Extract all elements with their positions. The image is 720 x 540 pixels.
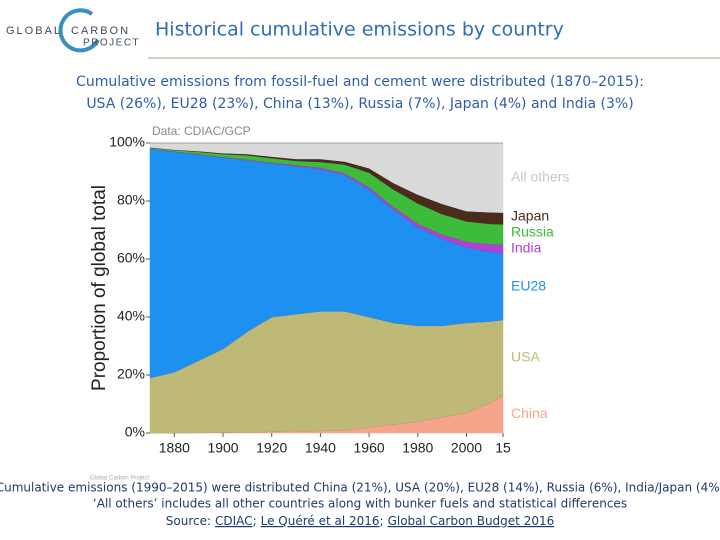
legend-label: All others [511,169,569,185]
x-tick-label: 1900 [207,440,238,456]
separator: ; [253,514,257,528]
slide-title: Historical cumulative emissions by count… [155,19,564,41]
legend-label: USA [511,348,540,364]
y-tick-label: 60% [117,250,145,266]
x-tick-label: 1880 [159,440,190,456]
annotation: Data: CDIAC/GCP [152,124,251,138]
subtitle: Cumulative emissions from fossil-fuel an… [76,74,644,90]
logo-text: CARBON [71,25,130,37]
y-tick-label: 80% [117,192,145,208]
legend-label: India [511,240,542,256]
footer-note: ‘All others’ includes all other countrie… [93,497,627,511]
y-tick-label: 0% [125,424,145,440]
logo-text: PROJECT [83,38,140,49]
source-link[interactable]: Le Quéré et al 2016 [261,514,380,528]
y-tick-label: 40% [117,308,145,324]
footer-source: Source: CDIAC; Le Quéré et al 2016; Global … [166,514,554,528]
logo-text: GLOBAL [6,25,62,37]
source-link[interactable]: CDIAC [215,514,253,528]
x-tick-label: 1940 [305,440,336,456]
x-tick-label: 1960 [354,440,385,456]
x-tick-label: 1980 [402,440,433,456]
y-tick-label: 100% [109,134,145,150]
legend-label: Japan [511,208,549,224]
y-tick-label: 20% [117,366,145,382]
footer-note: Cumulative emissions (1990–2015) were di… [0,481,720,495]
x-tick-label: 2000 [451,440,482,456]
legend-label: EU28 [511,277,546,293]
separator: ; [380,514,384,528]
source-label: Source: [166,514,211,528]
logo-ring [58,8,100,53]
area [149,142,504,213]
legend-label: China [511,405,548,421]
y-axis-label: Proportion of global total [89,185,110,391]
legend-label: Russia [511,224,554,240]
credit: Global Carbon Project [90,476,149,482]
x-tick-label: 1920 [256,440,287,456]
subtitle: USA (26%), EU28 (23%), China (13%), Russ… [86,96,633,112]
source-link[interactable]: Global Carbon Budget 2016 [388,514,555,528]
x-tick-label: 15 [495,440,511,456]
